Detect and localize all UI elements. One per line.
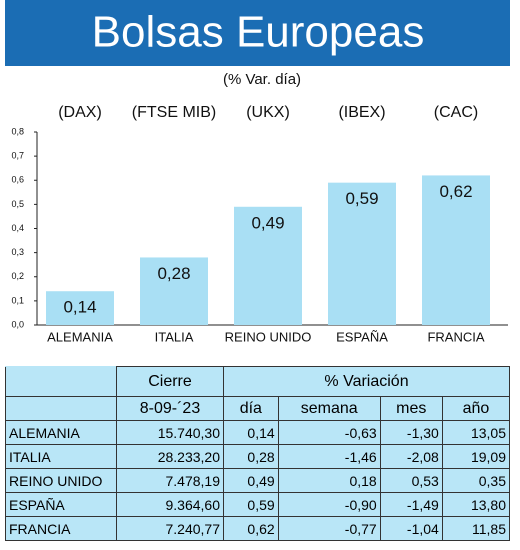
- table-cell: 7.240,77: [116, 516, 224, 541]
- table-cell: -0,90: [277, 492, 381, 517]
- table-cell: [5, 366, 117, 397]
- index-label: (FTSE MIB): [132, 104, 216, 121]
- table-row: ALEMANIA 15.740,30 0,14 -0,63 -1,30 13,05: [5, 420, 511, 445]
- table-row: FRANCIA 7.240,77 0,62 -0,77 -1,04 11,85: [5, 516, 511, 541]
- bar: [46, 291, 114, 325]
- x-tick-label: REINO UNIDO: [225, 329, 312, 344]
- table-cell: día: [223, 396, 279, 421]
- value-label: 0,14: [63, 298, 96, 317]
- table-cell: 0,49: [223, 468, 279, 493]
- table-cell: 0,18: [277, 468, 381, 493]
- table-cell: [5, 396, 117, 421]
- index-label: (DAX): [58, 104, 102, 121]
- y-tick-label: 0,4: [11, 223, 24, 233]
- table-cell: 11,85: [441, 516, 511, 541]
- table-cell: 0,35: [441, 468, 511, 493]
- table-row: REINO UNIDO 7.478,19 0,49 0,18 0,53 0,35: [5, 468, 511, 493]
- table-cell: ESPAÑA: [5, 492, 117, 517]
- table-cell: 13,05: [441, 420, 511, 445]
- x-tick-label: ITALIA: [155, 329, 194, 344]
- y-tick-label: 0,8: [11, 126, 24, 136]
- table-cell: % Variación: [223, 366, 510, 397]
- value-label: 0,28: [157, 264, 190, 283]
- x-tick-label: ESPAÑA: [336, 329, 388, 344]
- table-cell: 0,53: [379, 468, 443, 493]
- table-cell: -0,77: [277, 516, 381, 541]
- y-tick-label: 0,7: [11, 151, 24, 161]
- table-cell: 28.233,20: [116, 444, 224, 469]
- value-label: 0,49: [251, 213, 284, 232]
- table-cell: semana: [277, 396, 381, 421]
- index-label: (IBEX): [338, 104, 385, 121]
- table-cell: 19,09: [441, 444, 511, 469]
- index-label: (UKX): [246, 104, 290, 121]
- table-cell: año: [441, 396, 511, 421]
- bar: [140, 257, 208, 325]
- index-label: (CAC): [434, 104, 478, 121]
- bar: [234, 206, 302, 325]
- table-row: ESPAÑA 9.364,60 0,59 -0,90 -1,49 13,80: [5, 492, 511, 517]
- y-tick-label: 0,5: [11, 199, 24, 209]
- table-cell: -0,63: [277, 420, 381, 445]
- table-cell: -1,49: [379, 492, 443, 517]
- data-table: Cierre% Variación 8-09-´23 día semana mes año…: [5, 366, 511, 541]
- table-cell: 0,28: [223, 444, 279, 469]
- table-cell: 7.478,19: [116, 468, 224, 493]
- y-tick-label: 0,2: [11, 271, 24, 281]
- table-cell: Cierre: [116, 366, 224, 397]
- table-cell: 0,14: [223, 420, 279, 445]
- value-label: 0,59: [345, 189, 378, 208]
- table-cell: 13,80: [441, 492, 511, 517]
- y-tick-label: 0,3: [11, 247, 24, 257]
- bar: [422, 175, 490, 325]
- table-cell: -2,08: [379, 444, 443, 469]
- bar: [328, 182, 396, 325]
- y-tick-label: 0,0: [11, 319, 24, 329]
- x-tick-label: ALEMANIA: [47, 329, 113, 344]
- value-label: 0,62: [439, 182, 472, 201]
- y-tick-label: 0,1: [11, 295, 24, 305]
- table-cell: FRANCIA: [5, 516, 117, 541]
- table-row: ITALIA 28.233,20 0,28 -1,46 -2,08 19,09: [5, 444, 511, 469]
- table-row: Cierre% Variación: [5, 366, 510, 397]
- table-row: 8-09-´23 día semana mes año: [5, 396, 511, 421]
- table-cell: 15.740,30: [116, 420, 224, 445]
- chart-title: Bolsas Europeas: [92, 8, 425, 57]
- table-cell: 8-09-´23: [116, 396, 224, 421]
- table-cell: ALEMANIA: [5, 420, 117, 445]
- table-cell: 9.364,60: [116, 492, 224, 517]
- table-cell: ITALIA: [5, 444, 117, 469]
- table-cell: 0,62: [223, 516, 279, 541]
- chart: Bolsas Europeas (% Var. día) 0,0 0,1 0,2 0,…: [5, 0, 510, 344]
- table-cell: -1,46: [277, 444, 381, 469]
- table-cell: 0,59: [223, 492, 279, 517]
- title-banner: [5, 0, 510, 66]
- table-cell: -1,04: [379, 516, 443, 541]
- chart-subtitle: (% Var. día): [223, 71, 301, 88]
- table-cell: -1,30: [379, 420, 443, 445]
- table-cell: REINO UNIDO: [5, 468, 117, 493]
- table-cell: mes: [379, 396, 443, 421]
- y-tick-label: 0,6: [11, 175, 24, 185]
- x-tick-label: FRANCIA: [427, 329, 484, 344]
